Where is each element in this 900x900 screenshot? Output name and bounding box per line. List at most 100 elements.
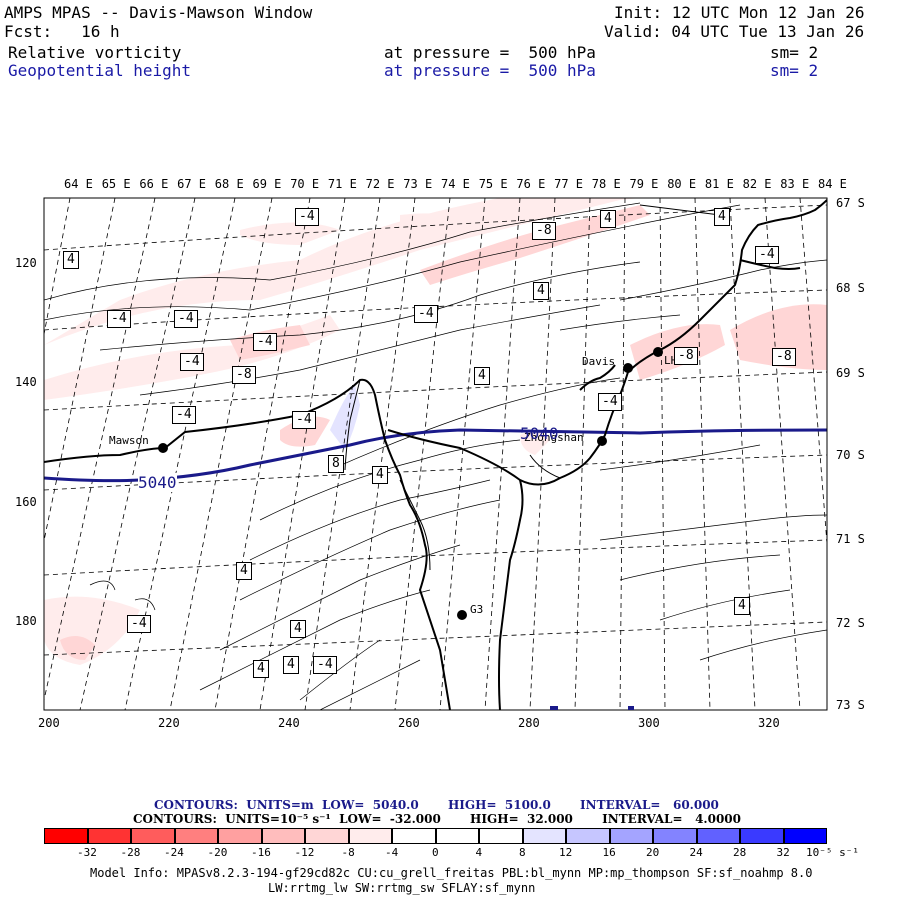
- colorbar-tick-label: 24: [689, 846, 703, 859]
- vorticity-contour-label: 4: [290, 620, 306, 638]
- colorbar-tick-label: -20: [207, 846, 228, 859]
- longitude-label: 71 E: [327, 177, 357, 191]
- field1-level: at pressure = 500 hPa: [384, 43, 596, 62]
- vorticity-contour-label: -4: [174, 310, 198, 328]
- vorticity-contour-label: -4: [755, 246, 779, 264]
- longitude-label: 77 E: [554, 177, 583, 191]
- colorbar-tick-label: -32: [77, 846, 97, 859]
- station-label-davis: Davis: [582, 355, 616, 368]
- field2-smooth: sm= 2: [770, 61, 819, 80]
- colorbar-tick-label: 4: [475, 846, 483, 859]
- station-label-zhongshan: Zhongshan: [524, 431, 584, 444]
- latitude-label: 71 S: [836, 532, 865, 546]
- vorticity-contour-label: 4: [236, 562, 252, 580]
- meridian-lines: [44, 198, 827, 710]
- colorbar-tick-label: -24: [164, 846, 184, 859]
- x-tick-label: 320: [758, 716, 780, 730]
- colorbar-tick-label: -8: [341, 846, 355, 859]
- height-contour-label: 5040: [138, 473, 177, 492]
- latitude-label: 68 S: [836, 281, 865, 295]
- vorticity-contour-label: -8: [674, 347, 698, 365]
- x-tick-label: 300: [638, 716, 660, 730]
- longitude-label: 82 E: [742, 177, 772, 191]
- vorticity-contours-legend: CONTOURS: UNITS=10⁻⁵ s⁻¹ LOW= -32.000 HI…: [133, 812, 741, 826]
- colorbar-units: 10⁻⁵ s⁻¹: [806, 846, 859, 859]
- colorbar-tick-label: 0: [432, 846, 439, 859]
- latitude-label: 67 S: [836, 196, 865, 210]
- x-tick-label: 260: [398, 716, 420, 730]
- vorticity-contour-label: 4: [714, 208, 730, 226]
- height-contours-legend: CONTOURS: UNITS=m LOW= 5040.0 HIGH= 5100…: [154, 798, 719, 812]
- colorbar-swatch: [435, 828, 479, 844]
- longitude-label: 84 E: [818, 177, 847, 191]
- y-tick-label: 180: [15, 614, 37, 628]
- plot-title: AMPS MPAS -- Davis-Mawson Window: [4, 3, 313, 22]
- station-dot-lhf: [653, 347, 663, 357]
- vorticity-contour-label: 4: [63, 251, 79, 269]
- colorbar-swatch: [479, 828, 523, 844]
- colorbar-swatch: [174, 828, 218, 844]
- station-dot-mawson: [158, 443, 168, 453]
- vorticity-contour-label: -4: [292, 411, 316, 429]
- model-info-line1: Model Info: MPASv8.2.3-194-gf29cd82c CU:…: [90, 866, 813, 880]
- forecast-hour: Fcst: 16 h: [4, 22, 120, 41]
- x-tick-label: 280: [518, 716, 540, 730]
- vorticity-contour-label: 4: [533, 282, 549, 300]
- y-tick-label: 120: [15, 256, 37, 270]
- latitude-label: 73 S: [836, 698, 865, 712]
- station-dot-zhongshan: [597, 436, 607, 446]
- colorbar-tick-label: 28: [733, 846, 747, 859]
- init-time: Init: 12 UTC Mon 12 Jan 26: [614, 3, 865, 22]
- station-dot-davis: [623, 363, 633, 373]
- vorticity-contour-label: -4: [180, 353, 204, 371]
- colorbar-swatch: [783, 828, 827, 844]
- colorbar-swatch: [87, 828, 131, 844]
- vorticity-contour-label: -4: [414, 305, 438, 323]
- colorbar-swatch: [740, 828, 784, 844]
- model-info-line2: LW:rrtmg_lw SW:rrtmg_sw SFLAY:sf_mynn: [268, 881, 536, 895]
- vorticity-contour-label: -4: [598, 393, 622, 411]
- longitude-label: 73 E: [403, 177, 433, 191]
- field2-name: Geopotential height: [8, 61, 192, 80]
- vorticity-contour-label: 8: [328, 455, 344, 473]
- latitude-label: 69 S: [836, 366, 865, 380]
- colorbar-swatch: [218, 828, 262, 844]
- colorbar-swatch: [305, 828, 349, 844]
- longitude-label: 75 E: [478, 177, 508, 191]
- vorticity-contour-label: 4: [600, 210, 616, 228]
- y-tick-label: 160: [15, 495, 37, 509]
- colorbar-swatch: [131, 828, 175, 844]
- colorbar-swatch: [44, 828, 88, 844]
- longitude-label: 72 E: [365, 177, 395, 191]
- longitude-label: 64 E: [64, 177, 93, 191]
- longitude-label: 81 E: [704, 177, 734, 191]
- longitude-label: 76 E: [516, 177, 546, 191]
- station-label-g3: G3: [470, 603, 484, 616]
- longitude-label: 69 E: [252, 177, 282, 191]
- longitude-label: 83 E: [780, 177, 810, 191]
- latitude-label: 70 S: [836, 448, 865, 462]
- colorbar-tick-label: 20: [646, 846, 660, 859]
- field1-smooth: sm= 2: [770, 43, 819, 62]
- vorticity-contour-label: -4: [172, 406, 196, 424]
- vorticity-contour-label: 4: [253, 660, 269, 678]
- field2-level: at pressure = 500 hPa: [384, 61, 596, 80]
- small-marker: [628, 706, 634, 710]
- map-frame: [43, 197, 828, 711]
- station-markers: [158, 347, 663, 620]
- y-tick-label: 140: [15, 375, 37, 389]
- station-label-mawson: Mawson: [109, 434, 149, 447]
- vorticity-contour-label: -8: [772, 348, 796, 366]
- vorticity-contour-label: -4: [313, 656, 337, 674]
- vorticity-contour-label: 4: [283, 656, 299, 674]
- longitude-label: 70 E: [290, 177, 320, 191]
- longitude-label: 79 E: [629, 177, 659, 191]
- longitude-label: 66 E: [139, 177, 169, 191]
- colorbar-swatch: [392, 828, 436, 844]
- colorbar-tick-label: -12: [294, 846, 315, 859]
- colorbar-tick-label: 16: [602, 846, 616, 859]
- vorticity-contour-label: -4: [127, 615, 151, 633]
- vorticity-contours: [44, 202, 827, 710]
- colorbar-tick-label: 12: [559, 846, 573, 859]
- valid-time: Valid: 04 UTC Tue 13 Jan 26: [604, 22, 865, 41]
